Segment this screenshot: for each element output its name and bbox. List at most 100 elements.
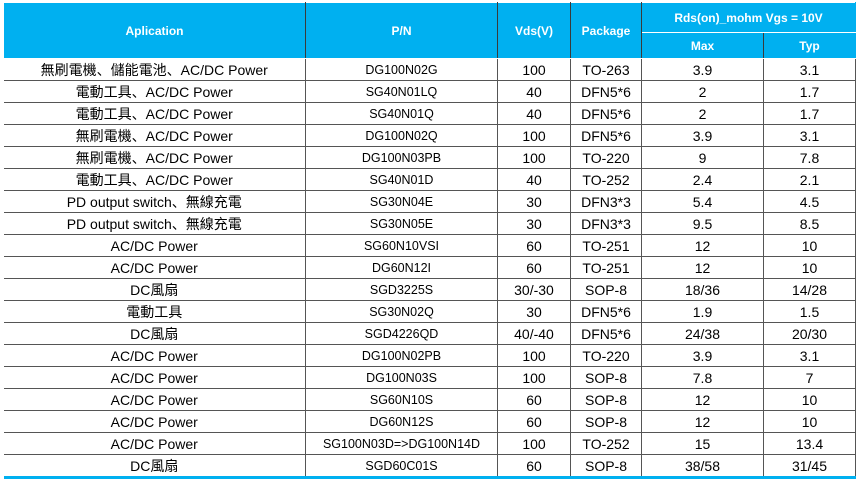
cell-package: SOP-8 bbox=[570, 454, 642, 479]
cell-vds: 60 bbox=[497, 234, 571, 257]
cell-rds-max: 12 bbox=[641, 234, 764, 257]
cell-rds-typ: 10 bbox=[763, 388, 856, 411]
table-row: AC/DC Power DG60N12I 60 TO-251 12 10 bbox=[3, 256, 856, 279]
cell-rds-typ: 1.5 bbox=[763, 300, 856, 323]
header-rds: Rds(on)_mohm Vgs = 10V bbox=[641, 2, 856, 33]
cell-application: 電動工具、AC/DC Power bbox=[3, 80, 306, 103]
cell-application: AC/DC Power bbox=[3, 256, 306, 279]
cell-pn: SG30N02Q bbox=[305, 300, 498, 323]
cell-rds-typ: 3.1 bbox=[763, 58, 856, 81]
table-row: AC/DC Power DG100N03S 100 SOP-8 7.8 7 bbox=[3, 366, 856, 389]
table-row: 電動工具 SG30N02Q 30 DFN5*6 1.9 1.5 bbox=[3, 300, 856, 323]
cell-application: PD output switch、無線充電 bbox=[3, 190, 306, 213]
table-row: AC/DC Power SG60N10S 60 SOP-8 12 10 bbox=[3, 388, 856, 411]
table-row: PD output switch、無線充電 SG30N05E 30 DFN3*3 9.5… bbox=[3, 212, 856, 235]
table-row: DC風扇 SGD60C01S 60 SOP-8 38/58 31/45 bbox=[3, 454, 856, 479]
cell-rds-typ: 3.1 bbox=[763, 344, 856, 367]
cell-package: DFN5*6 bbox=[570, 80, 642, 103]
cell-package: DFN5*6 bbox=[570, 322, 642, 345]
cell-rds-max: 2 bbox=[641, 80, 764, 103]
cell-package: DFN5*6 bbox=[570, 102, 642, 125]
cell-application: AC/DC Power bbox=[3, 344, 306, 367]
table-row: 電動工具、AC/DC Power SG40N01Q 40 DFN5*6 2 1.7 bbox=[3, 102, 856, 125]
header-typ: Typ bbox=[763, 32, 856, 59]
cell-rds-max: 2.4 bbox=[641, 168, 764, 191]
cell-rds-typ: 7.8 bbox=[763, 146, 856, 169]
cell-application: DC風扇 bbox=[3, 454, 306, 479]
cell-application: PD output switch、無線充電 bbox=[3, 212, 306, 235]
cell-pn: SG40N01Q bbox=[305, 102, 498, 125]
cell-vds: 60 bbox=[497, 410, 571, 433]
table-row: 無刷電機、AC/DC Power DG100N03PB 100 TO-220 9 7.8 bbox=[3, 146, 856, 169]
cell-rds-typ: 20/30 bbox=[763, 322, 856, 345]
cell-pn: SG60N10VSI bbox=[305, 234, 498, 257]
cell-pn: SG30N04E bbox=[305, 190, 498, 213]
table-row: 電動工具、AC/DC Power SG40N01D 40 TO-252 2.4 2.1 bbox=[3, 168, 856, 191]
cell-rds-typ: 3.1 bbox=[763, 124, 856, 147]
cell-rds-max: 3.9 bbox=[641, 58, 764, 81]
table-row: 無刷電機、儲能電池、AC/DC Power DG100N02G 100 TO-263 3… bbox=[3, 58, 856, 81]
cell-package: DFN3*3 bbox=[570, 212, 642, 235]
cell-application: DC風扇 bbox=[3, 278, 306, 301]
cell-pn: SG40N01D bbox=[305, 168, 498, 191]
cell-package: TO-263 bbox=[570, 58, 642, 81]
cell-pn: DG100N02PB bbox=[305, 344, 498, 367]
cell-vds: 100 bbox=[497, 146, 571, 169]
cell-vds: 100 bbox=[497, 366, 571, 389]
cell-application: DC風扇 bbox=[3, 322, 306, 345]
cell-rds-max: 12 bbox=[641, 388, 764, 411]
cell-application: AC/DC Power bbox=[3, 366, 306, 389]
cell-application: AC/DC Power bbox=[3, 388, 306, 411]
cell-vds: 60 bbox=[497, 388, 571, 411]
cell-pn: SG100N03D=>DG100N14D bbox=[305, 432, 498, 455]
cell-package: TO-251 bbox=[570, 234, 642, 257]
cell-rds-max: 3.9 bbox=[641, 124, 764, 147]
cell-package: TO-252 bbox=[570, 168, 642, 191]
cell-pn: SGD60C01S bbox=[305, 454, 498, 479]
cell-vds: 40 bbox=[497, 168, 571, 191]
header-vds: Vds(V) bbox=[497, 2, 571, 59]
product-table: Aplication P/N Vds(V) Package Rds(on)_mo… bbox=[3, 2, 856, 479]
cell-rds-max: 12 bbox=[641, 256, 764, 279]
cell-rds-typ: 10 bbox=[763, 234, 856, 257]
cell-rds-max: 15 bbox=[641, 432, 764, 455]
cell-package: SOP-8 bbox=[570, 366, 642, 389]
cell-rds-max: 7.8 bbox=[641, 366, 764, 389]
table-row: AC/DC Power SG100N03D=>DG100N14D 100 TO-252… bbox=[3, 432, 856, 455]
cell-vds: 60 bbox=[497, 256, 571, 279]
cell-rds-max: 1.9 bbox=[641, 300, 764, 323]
cell-vds: 30 bbox=[497, 212, 571, 235]
cell-rds-max: 38/58 bbox=[641, 454, 764, 479]
cell-package: SOP-8 bbox=[570, 410, 642, 433]
cell-package: SOP-8 bbox=[570, 388, 642, 411]
cell-application: 無刷電機、AC/DC Power bbox=[3, 124, 306, 147]
cell-rds-max: 2 bbox=[641, 102, 764, 125]
cell-package: DFN3*3 bbox=[570, 190, 642, 213]
cell-package: TO-220 bbox=[570, 146, 642, 169]
cell-pn: DG60N12S bbox=[305, 410, 498, 433]
cell-vds: 100 bbox=[497, 58, 571, 81]
cell-application: 無刷電機、儲能電池、AC/DC Power bbox=[3, 58, 306, 81]
cell-package: TO-220 bbox=[570, 344, 642, 367]
header-pn: P/N bbox=[305, 2, 498, 59]
cell-vds: 40/-40 bbox=[497, 322, 571, 345]
cell-rds-typ: 8.5 bbox=[763, 212, 856, 235]
cell-vds: 100 bbox=[497, 432, 571, 455]
cell-application: 無刷電機、AC/DC Power bbox=[3, 146, 306, 169]
cell-rds-typ: 7 bbox=[763, 366, 856, 389]
table-row: DC風扇 SGD4226QD 40/-40 DFN5*6 24/38 20/30 bbox=[3, 322, 856, 345]
cell-rds-typ: 13.4 bbox=[763, 432, 856, 455]
cell-rds-max: 3.9 bbox=[641, 344, 764, 367]
cell-pn: DG100N02Q bbox=[305, 124, 498, 147]
cell-application: AC/DC Power bbox=[3, 234, 306, 257]
cell-vds: 30/-30 bbox=[497, 278, 571, 301]
cell-pn: SG40N01LQ bbox=[305, 80, 498, 103]
cell-pn: SGD3225S bbox=[305, 278, 498, 301]
cell-application: AC/DC Power bbox=[3, 432, 306, 455]
cell-rds-typ: 10 bbox=[763, 256, 856, 279]
table-row: 無刷電機、AC/DC Power DG100N02Q 100 DFN5*6 3.9 3.1 bbox=[3, 124, 856, 147]
cell-rds-typ: 31/45 bbox=[763, 454, 856, 479]
cell-vds: 30 bbox=[497, 300, 571, 323]
table-row: AC/DC Power DG60N12S 60 SOP-8 12 10 bbox=[3, 410, 856, 433]
cell-rds-max: 12 bbox=[641, 410, 764, 433]
